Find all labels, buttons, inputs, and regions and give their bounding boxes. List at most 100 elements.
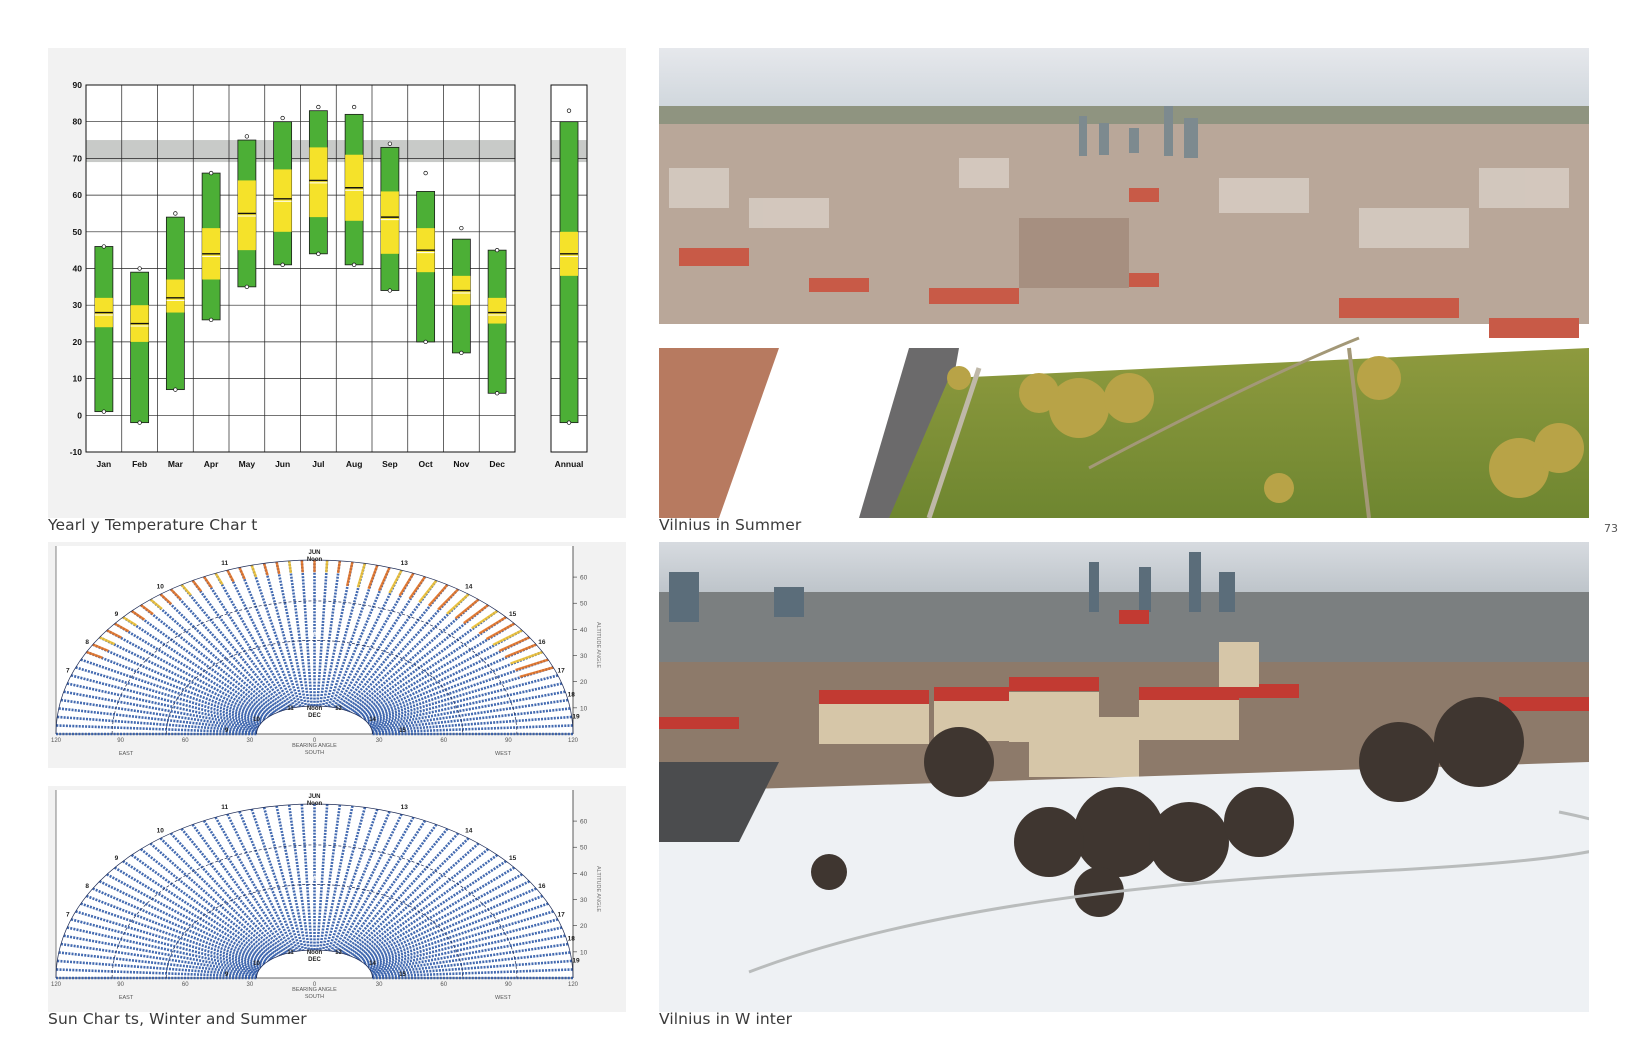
- record-low-dot: [387, 288, 393, 293]
- record-high-dot: [316, 104, 321, 110]
- sun-path-segment: [250, 808, 302, 952]
- record-high-dot: [566, 108, 572, 113]
- sun-path-segment: [327, 808, 379, 952]
- sun-path-segment: [58, 707, 258, 732]
- altitude-tick-label: 40: [580, 871, 588, 878]
- range-bar: [130, 271, 150, 424]
- bearing-axis-label: BEARING ANGLE: [292, 743, 337, 749]
- overheated-segment: [238, 566, 246, 580]
- bearing-tick-label: 120: [568, 982, 579, 988]
- plot-frame: [85, 84, 516, 453]
- bearing-tick-label: 90: [505, 738, 512, 744]
- sun-path-segment: [275, 561, 308, 707]
- hour-label: 8: [85, 639, 89, 646]
- sun-path-segment: [340, 823, 438, 955]
- winter-hour-label: 15: [399, 972, 406, 978]
- record-high-dot: [494, 247, 500, 253]
- typical-range: [488, 297, 507, 324]
- overheated-segment: [159, 593, 173, 605]
- sun-path-segment: [372, 968, 573, 978]
- sun-path-segment: [214, 816, 294, 953]
- sun-path-segment: [316, 804, 329, 951]
- sun-path-segment: [122, 860, 273, 961]
- y-tick-label: 0: [77, 410, 82, 420]
- overheated-segment: [418, 579, 438, 603]
- bearing-tick-label: 120: [568, 738, 579, 744]
- typical-range: [166, 279, 185, 313]
- dec-label: DEC: [308, 713, 321, 719]
- sun-path-segment: [335, 816, 415, 953]
- sun-path-segment: [369, 926, 563, 972]
- bearing-tick-label: 120: [51, 982, 62, 988]
- overheated-segment: [114, 622, 130, 633]
- sun-path-segment: [191, 823, 289, 955]
- bearing-tick-label: 90: [117, 982, 124, 988]
- y-tick-label: 90: [73, 80, 83, 90]
- sun-chart-winter: 60 50 40 30 20 10 ALTITUDE ANGLE 120 90 60 30 0 30 60…: [51, 546, 601, 757]
- sun-chart-summer: 60 50 40 30 20 10 ALTITUDE ANGLE 120 90 60 30 0 30 60…: [51, 790, 601, 1001]
- sun-path-segment: [98, 880, 267, 964]
- temperature-bar-feb: [130, 266, 150, 425]
- overheated-segment: [504, 643, 537, 659]
- winter-hour-label: 9: [225, 972, 229, 978]
- x-tick-label: Jan: [97, 459, 112, 469]
- overheated-segment: [498, 636, 530, 652]
- sun-path-segment: [114, 622, 271, 718]
- overheated-segment: [191, 579, 203, 593]
- dec-hour-label: 11: [287, 950, 294, 956]
- overheated-segment: [170, 588, 182, 601]
- altitude-tick-label: 20: [580, 679, 588, 686]
- sun-path-segment: [360, 873, 523, 963]
- sun-path-segment: [362, 880, 531, 964]
- altitude-tick-label: 60: [580, 575, 588, 582]
- bearing-axis-label: BEARING ANGLE: [292, 987, 337, 993]
- sun-path-segment: [345, 832, 460, 956]
- overheated-segment: [454, 598, 480, 620]
- winter-photo-caption: Vilnius in W inter: [659, 1010, 793, 1028]
- bearing-tick-label: 30: [376, 982, 383, 988]
- jun-label: JUN: [308, 794, 320, 800]
- overheated-segment: [485, 622, 515, 641]
- sun-path-segment: [86, 894, 264, 967]
- record-low-dot: [566, 420, 572, 425]
- sun-chart-summer-panel: 60 50 40 30 20 10 ALTITUDE ANGLE 120 90 60 30 0 30 60…: [48, 786, 626, 1012]
- dec-hour-label: 13: [335, 950, 342, 956]
- x-tick-label: Dec: [489, 459, 505, 469]
- sun-path-segment: [169, 588, 284, 712]
- y-tick-label: 50: [73, 227, 83, 237]
- record-high-dot: [173, 211, 178, 216]
- altitude-axis-label: ALTITUDE ANGLE: [595, 622, 601, 668]
- sun-path-segment: [372, 959, 572, 977]
- sun-path-segment: [371, 707, 571, 732]
- altitude-tick-label: 60: [580, 819, 588, 826]
- sun-path-segment: [365, 894, 543, 967]
- sun-path-segment: [70, 918, 261, 970]
- sun-path-segment: [362, 636, 531, 720]
- sun-path-segment: [159, 593, 281, 713]
- record-low-dot: [244, 284, 250, 290]
- summer-photo: [659, 48, 1589, 518]
- bearing-tick-label: 60: [440, 982, 447, 988]
- temperature-chart-caption: Yearl y Temperature Char t: [48, 516, 258, 534]
- sun-path-segment: [75, 910, 262, 969]
- overheated-segment: [86, 650, 103, 659]
- sun-path-segment: [56, 724, 257, 734]
- x-tick-label: May: [239, 459, 256, 469]
- sun-path-segment: [92, 887, 266, 965]
- overheated-segment: [519, 666, 554, 678]
- sun-path-segment: [58, 951, 258, 976]
- sun-path-segment: [159, 837, 281, 957]
- hour-label: 11: [221, 560, 228, 567]
- sun-path-segment: [66, 926, 260, 972]
- sun-path-segment: [300, 560, 313, 707]
- y-tick-label: 30: [73, 300, 83, 310]
- declination-arc: [111, 600, 518, 735]
- winter-hour-label: 10: [253, 717, 260, 723]
- bearing-tick-label: 0: [313, 738, 317, 744]
- overheated-segment: [492, 629, 523, 646]
- page-number: 73: [1604, 522, 1618, 535]
- x-tick-label: Mar: [168, 459, 184, 469]
- altitude-tick-label: 30: [580, 897, 588, 904]
- hour-label: 13: [401, 560, 409, 567]
- sun-path-segment: [275, 805, 308, 951]
